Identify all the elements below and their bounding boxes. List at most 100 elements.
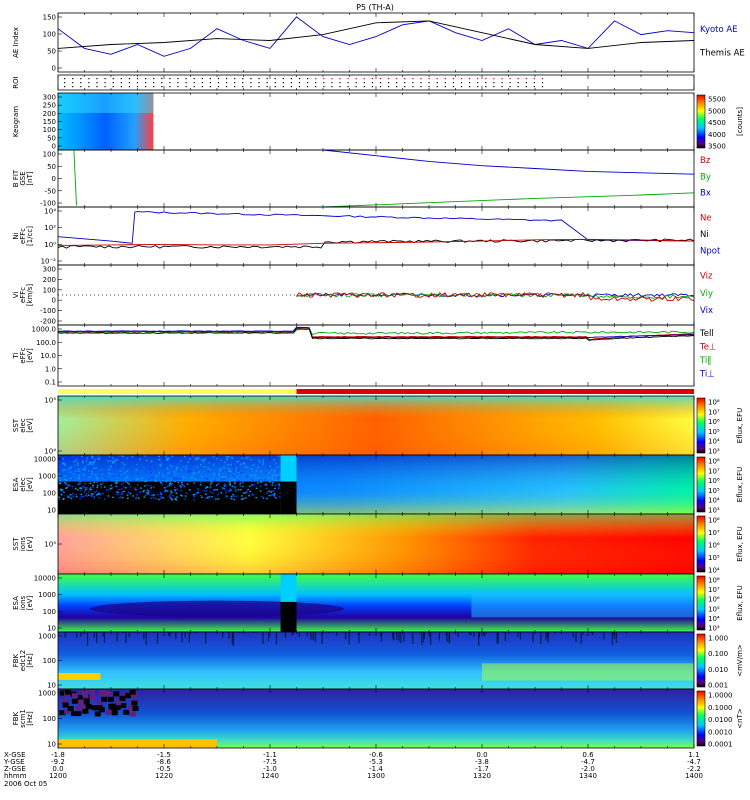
legend-entry: Te⊥ — [699, 342, 716, 352]
roi-dot — [315, 78, 317, 80]
roi-dot — [355, 78, 357, 80]
series-npot — [57, 211, 695, 244]
roi-dot — [436, 78, 438, 80]
roi-dot — [460, 78, 463, 80]
roi-dot — [404, 86, 406, 88]
x-tick-label: 1220 — [155, 772, 173, 780]
colorbar-tick: 0.0010 — [708, 728, 733, 736]
roi-dot — [234, 78, 236, 80]
roi-dot — [428, 78, 430, 80]
y-axis-label: FBK — [12, 711, 20, 725]
roi-dot — [193, 82, 195, 84]
legend-entry: Vix — [700, 306, 713, 316]
y-tick-label: 10 — [47, 741, 56, 749]
x-tick-label: -0.6 — [369, 751, 383, 759]
panel-bfit: 100 50 0 -50 -100 B FIT GSE [nT] Bz By Bx — [12, 149, 711, 208]
y-tick-label: 10⁴ — [44, 448, 56, 456]
y-tick-label: 50 — [47, 134, 56, 142]
series-by-spike — [73, 149, 77, 206]
colorbar — [696, 633, 706, 688]
colorbar-tick: 10⁶ — [708, 477, 720, 485]
roi-dot — [250, 78, 252, 80]
roi-dot — [509, 86, 511, 88]
y-axis-label: elec — [19, 418, 27, 433]
y-tick-label: 0 — [52, 65, 56, 73]
roi-dot — [363, 78, 365, 80]
roi-dot — [226, 86, 228, 88]
roi-dot — [120, 86, 122, 88]
x-tick-label: 1240 — [261, 772, 279, 780]
x-tick-label: 1340 — [579, 772, 597, 780]
roi-dot — [145, 86, 147, 88]
y-tick-label: 10 — [47, 507, 56, 515]
y-axis-label: SST — [12, 418, 20, 432]
series-bx — [322, 149, 695, 175]
x-tick-label: 1.1 — [688, 751, 699, 759]
roi-dot — [541, 78, 544, 80]
roi-dot — [298, 86, 301, 88]
roi-dot — [379, 78, 382, 80]
series-themis-ae — [57, 20, 695, 49]
roi-dot — [347, 78, 349, 80]
colorbar-tick: 10⁴ — [708, 567, 720, 575]
y-tick-label: 1000.0 — [32, 326, 57, 334]
plot-title: P5 (TH-A) — [356, 3, 394, 12]
roi-dot — [242, 86, 244, 88]
y-tick-label: 1000 — [38, 690, 56, 698]
y-tick-label: 100 — [43, 608, 56, 616]
roi-dot — [258, 82, 260, 84]
roi-dot — [64, 82, 66, 84]
roi-dot — [209, 82, 211, 84]
roi-dot — [355, 82, 357, 84]
roi-dot — [452, 82, 454, 84]
y-tick-label: 1000 — [38, 591, 56, 599]
roi-dot — [64, 78, 66, 80]
roi-dot — [274, 78, 276, 80]
y-axis-label: [km/s] — [26, 284, 34, 307]
roi-dot — [153, 86, 155, 88]
x-tick-label: -1.8 — [51, 751, 65, 759]
roi-dot — [258, 78, 260, 80]
y-axis-label: [eV] — [26, 348, 34, 363]
roi-dot — [266, 78, 268, 80]
y-axis-label: [eV] — [26, 536, 34, 551]
roi-dot — [412, 86, 414, 88]
y-axis-label: elec — [19, 477, 27, 492]
panel-fbk_e: 1000 100 10 FBK edc12 [Hz] 1.000 0.100 0.010 0.00… — [12, 631, 744, 690]
x-tick-label: -1.7 — [475, 765, 489, 773]
roi-dot — [477, 82, 479, 84]
y-tick-label: 1000 — [38, 473, 56, 481]
colorbar-tick: 10⁵ — [708, 554, 720, 562]
colorbar-tick: 10⁸ — [708, 458, 720, 466]
roi-dot — [436, 82, 438, 84]
roi-dot — [258, 86, 260, 88]
roi-dot — [509, 78, 511, 80]
roi-dot — [396, 82, 398, 84]
roi-dot — [128, 78, 130, 80]
roi-dot — [169, 78, 171, 80]
roi-dot — [185, 78, 187, 80]
colorbar-tick: 3500 — [708, 143, 726, 151]
roi-dot — [112, 78, 114, 80]
roi-dot — [80, 82, 82, 84]
roi-dot — [234, 82, 236, 84]
roi-dot — [371, 82, 373, 84]
roi-dot — [88, 78, 90, 80]
legend-entry: Ni — [700, 230, 709, 240]
roi-dot — [217, 82, 220, 84]
y-axis-label: GSE — [19, 171, 27, 185]
y-axis-label: [eV] — [26, 595, 34, 610]
roi-dot — [339, 78, 341, 80]
x-tick-label: 1200 — [49, 772, 67, 780]
x-tick-label: -7.5 — [263, 758, 277, 766]
roi-dot — [96, 78, 98, 80]
roi-dot — [96, 86, 98, 88]
roi-dot — [444, 78, 446, 80]
y-axis-label: eFFc — [19, 287, 27, 303]
x-tick-label: 0.0 — [476, 751, 487, 759]
x-tick-label: -0.5 — [157, 765, 171, 773]
x-tick-label: -1.1 — [263, 751, 277, 759]
roi-dot — [282, 82, 284, 84]
